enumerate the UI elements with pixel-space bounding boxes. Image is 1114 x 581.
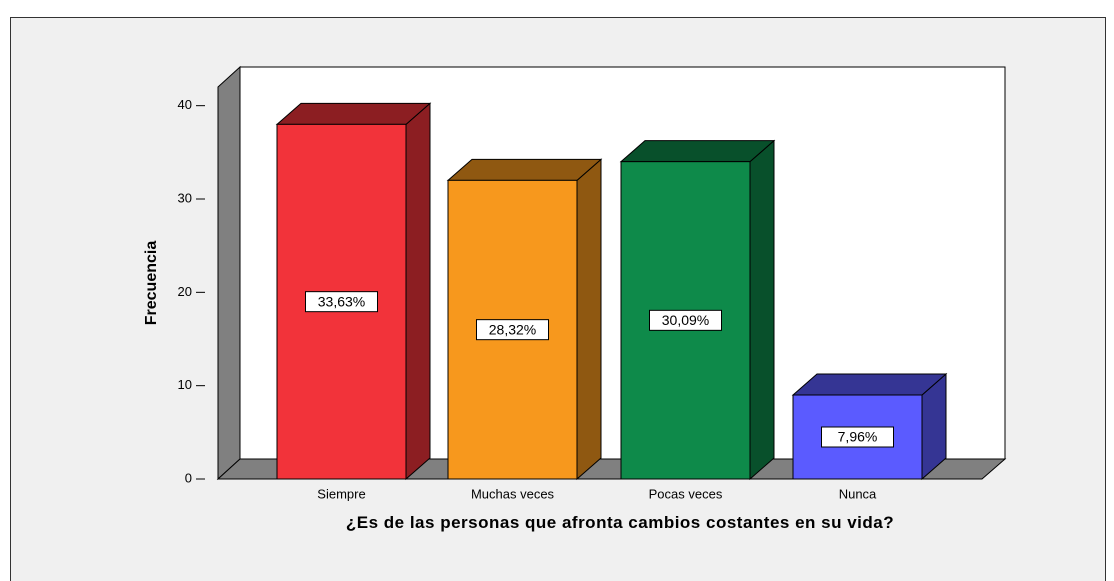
y-tick-label: 40 bbox=[178, 97, 192, 112]
data-label: 28,32% bbox=[489, 321, 536, 337]
y-tick-label: 0 bbox=[185, 470, 192, 485]
bar-top bbox=[446, 158, 603, 181]
bar-side bbox=[576, 158, 602, 481]
bar-side bbox=[749, 139, 775, 481]
data-label-box bbox=[821, 426, 894, 448]
data-label-box bbox=[649, 309, 722, 331]
bar-side bbox=[405, 102, 431, 481]
bar-top bbox=[275, 102, 432, 125]
x-tick-label: Siempre bbox=[317, 486, 365, 501]
y-tick-label: 20 bbox=[178, 284, 192, 299]
data-label: 7,96% bbox=[838, 429, 878, 445]
bar-top bbox=[619, 140, 776, 163]
side-wall bbox=[217, 65, 241, 481]
bar-top bbox=[791, 373, 948, 396]
x-tick-label: Muchas veces bbox=[471, 486, 555, 501]
x-axis-title: ¿Es de las personas que afronta cambios … bbox=[345, 513, 895, 532]
y-tick-label: 30 bbox=[178, 190, 192, 205]
data-label: 33,63% bbox=[318, 293, 365, 309]
x-tick-label: Pocas veces bbox=[649, 486, 723, 501]
y-tick-label: 10 bbox=[178, 377, 192, 392]
y-axis-title: Frecuencia bbox=[143, 241, 160, 326]
x-tick-label: Nunca bbox=[839, 486, 877, 501]
data-label: 30,09% bbox=[662, 312, 709, 328]
data-label-box bbox=[305, 291, 378, 313]
data-label-box bbox=[476, 319, 549, 341]
